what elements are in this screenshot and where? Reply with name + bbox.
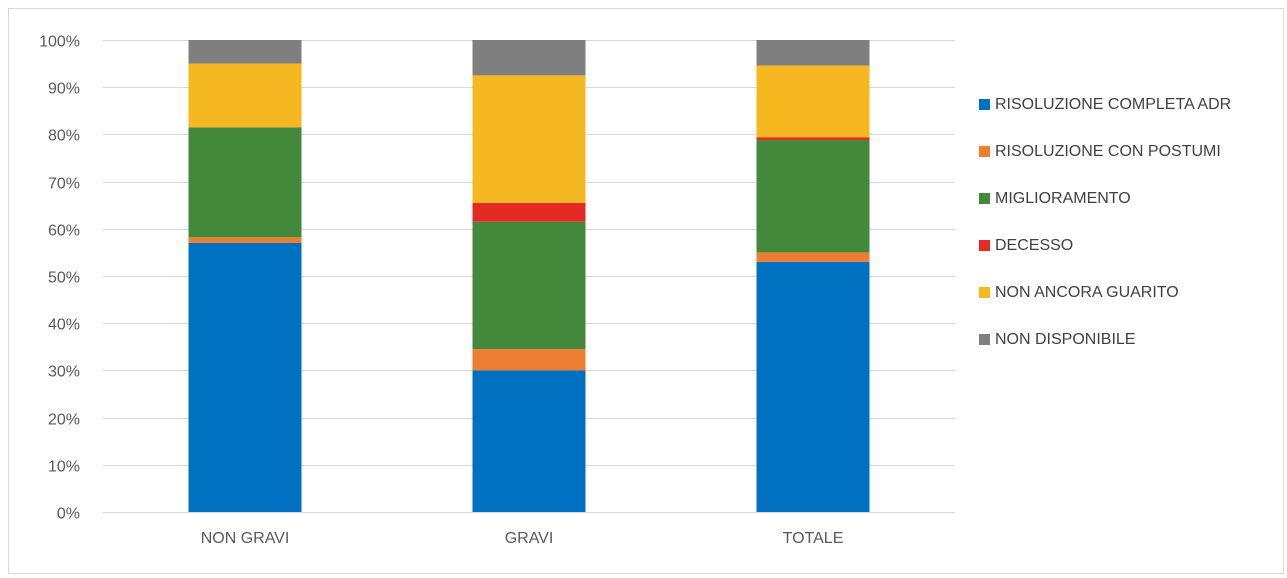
legend: RISOLUZIONE COMPLETA ADR RISOLUZIONE CON … — [979, 81, 1231, 363]
axes: 0% 10% 20% 30% 40% 50% 60% 70% 80% 90% 100% NON GRA… — [39, 34, 843, 548]
legend-label: NON ANCORA GUARITO — [995, 283, 1179, 301]
legend-item: NON DISPONIBILE — [979, 316, 1231, 363]
y-tick-label: 60% — [48, 223, 80, 240]
bar-segment — [472, 349, 586, 371]
legend-swatch — [979, 334, 990, 345]
bar-segment — [756, 140, 870, 253]
bar-segment — [472, 202, 586, 222]
legend-swatch — [979, 240, 990, 251]
chart-frame: 0% 10% 20% 30% 40% 50% 60% 70% 80% 90% 100% NON GRA… — [8, 8, 1284, 574]
y-tick-label: 50% — [48, 270, 80, 287]
bars — [188, 40, 870, 512]
legend-label: RISOLUZIONE COMPLETA ADR — [995, 95, 1232, 113]
y-tick-label: 80% — [48, 128, 80, 145]
bar-segment — [756, 40, 870, 66]
bar-segment — [188, 63, 302, 128]
y-tick-label: 100% — [39, 34, 80, 51]
bar-segment — [756, 261, 870, 512]
x-tick-label: NON GRAVI — [201, 530, 290, 547]
bar-segment — [756, 65, 870, 138]
bar-segment — [472, 40, 586, 76]
legend-item: DECESSO — [979, 222, 1231, 269]
bar-segment — [756, 252, 870, 262]
x-tick-label: GRAVI — [505, 530, 554, 547]
y-tick-label: 90% — [48, 81, 80, 98]
bar-segment — [188, 242, 302, 512]
y-tick-label: 40% — [48, 317, 80, 334]
y-tick-label: 30% — [48, 364, 80, 381]
bar-segment — [188, 127, 302, 238]
y-tick-label: 10% — [48, 459, 80, 476]
legend-item: RISOLUZIONE CON POSTUMI — [979, 128, 1231, 175]
bar-segment — [472, 221, 586, 350]
y-tick-label: 70% — [48, 176, 80, 193]
legend-item: RISOLUZIONE COMPLETA ADR — [979, 81, 1231, 128]
bar-segment — [188, 237, 302, 243]
bar-segment — [756, 137, 870, 141]
legend-label: RISOLUZIONE CON POSTUMI — [995, 142, 1221, 160]
legend-label: DECESSO — [995, 236, 1074, 254]
legend-item: NON ANCORA GUARITO — [979, 269, 1231, 316]
legend-label: MIGLIORAMENTO — [995, 189, 1131, 207]
legend-swatch — [979, 146, 990, 157]
bar-segment — [472, 370, 586, 512]
bar-segment — [472, 75, 586, 203]
y-tick-label: 20% — [48, 412, 80, 429]
legend-swatch — [979, 193, 990, 204]
stacked-bar-chart: 0% 10% 20% 30% 40% 50% 60% 70% 80% 90% 100% NON GRA… — [39, 34, 955, 548]
legend-label: NON DISPONIBILE — [995, 330, 1136, 348]
legend-swatch — [979, 99, 990, 110]
y-tick-label: 0% — [57, 506, 80, 523]
x-tick-label: TOTALE — [783, 530, 844, 547]
legend-item: MIGLIORAMENTO — [979, 175, 1231, 222]
legend-swatch — [979, 287, 990, 298]
bar-segment — [188, 40, 302, 64]
